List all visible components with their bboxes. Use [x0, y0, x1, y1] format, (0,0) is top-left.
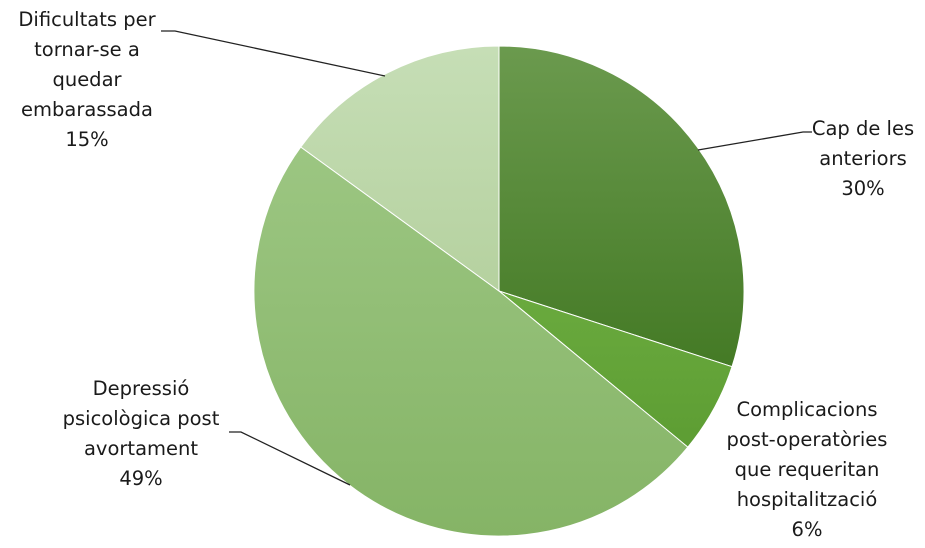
- slice-label-line: que requeritan: [734, 458, 880, 481]
- slice-label-line: post-operatòries: [726, 428, 888, 451]
- slice-cap-de-les-anteriors: [498, 45, 745, 368]
- leader-line-dificultats: [161, 30, 386, 77]
- slice-dificultats: [300, 45, 500, 292]
- slice-label-line: avortament: [83, 437, 199, 460]
- slice-label-cap-de-les-anteriors: Cap de les anteriors 30%: [802, 114, 924, 204]
- slice-label-line: hospitalització: [736, 488, 878, 511]
- slice-label-line: quedar: [52, 68, 122, 91]
- slice-label-line: Complicacions: [736, 398, 878, 421]
- slice-percent: 6%: [791, 518, 823, 541]
- slice-label-depressio: Depressió psicològica post avortament 49…: [46, 374, 236, 494]
- slice-label-line: tornar-se a: [34, 38, 140, 61]
- slice-label-line: psicològica post: [62, 407, 220, 430]
- slice-label-dificultats: Dificultats per tornar-se a quedar embar…: [2, 5, 172, 155]
- slice-label-line: anteriors: [819, 147, 907, 170]
- slice-percent: 30%: [841, 177, 885, 200]
- leader-line-depressio: [229, 431, 351, 486]
- slice-percent: 15%: [65, 128, 109, 151]
- slice-label-line: Depressió: [92, 377, 190, 400]
- leader-line-cap-de-les-anteriors: [697, 131, 812, 151]
- slice-label-line: Dificultats per: [18, 8, 156, 31]
- slice-label-complicacions: Complicacions post-operatòries que reque…: [712, 395, 902, 545]
- slice-label-line: Cap de les: [811, 117, 915, 140]
- slice-percent: 49%: [119, 467, 163, 490]
- slice-label-line: embarassada: [21, 98, 153, 121]
